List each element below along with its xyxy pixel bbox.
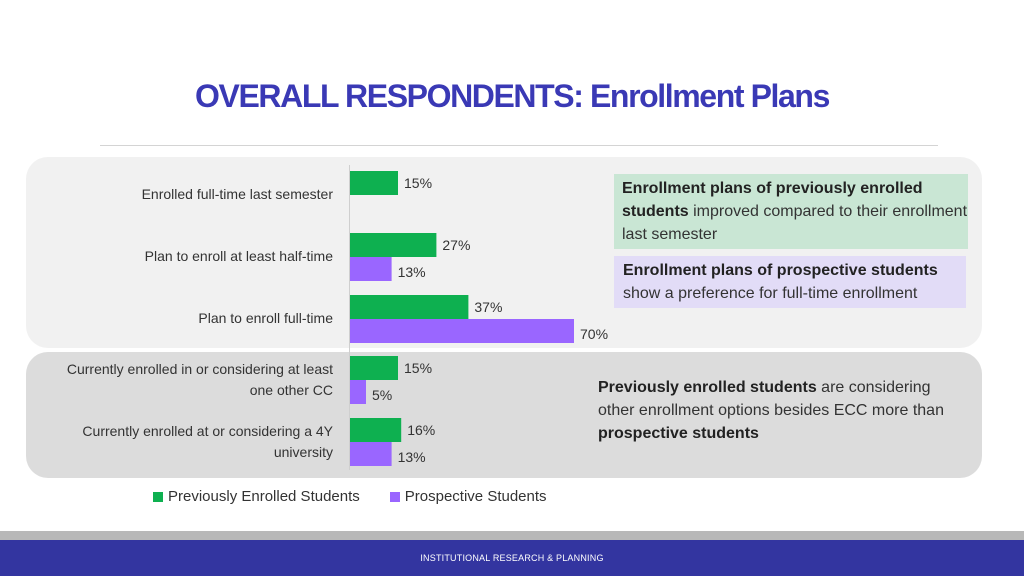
footer-bar: INSTITUTIONAL RESEARCH & PLANNING (0, 540, 1024, 576)
category-label-enrolled-full-time-last-semester: Enrolled full-time last semester (13, 184, 333, 205)
category-label-other-cc: Currently enrolled in or considering at … (13, 359, 333, 401)
legend-swatch-green (153, 491, 163, 502)
chart-legend: Previously Enrolled Students Prospective… (153, 488, 577, 505)
category-axis-line (349, 165, 350, 470)
category-label-line: Plan to enroll full-time (198, 310, 333, 326)
callout-text: are considering other enrollment options… (598, 379, 944, 419)
bar-previously-enrolled-1 (350, 233, 437, 257)
callout-text: improved compared to their enrollment la… (622, 203, 968, 243)
data-label-prospective-4: 13% (398, 449, 426, 465)
bar-previously-enrolled-0 (350, 171, 398, 195)
legend-swatch-purple (389, 491, 400, 502)
category-label-line: Plan to enroll at least half-time (144, 248, 333, 264)
category-label-plan-full-time: Plan to enroll full-time (13, 308, 333, 329)
data-label-previously-enrolled-4: 16% (407, 422, 435, 438)
title-divider (100, 145, 938, 146)
category-label-plan-half-time: Plan to enroll at least half-time (13, 246, 333, 267)
callout-prospective: Enrollment plans of prospective students… (614, 256, 966, 308)
data-label-previously-enrolled-1: 27% (442, 237, 470, 253)
callout-previously-enrolled: Enrollment plans of previously enrolled … (614, 174, 968, 249)
bar-prospective-1 (350, 257, 392, 281)
legend-item-prospective: Prospective Students (389, 488, 547, 505)
bar-prospective-3 (350, 380, 366, 404)
category-label-4y-university: Currently enrolled at or considering a 4… (13, 421, 333, 463)
data-label-previously-enrolled-2: 37% (474, 299, 502, 315)
callout-other-options: Previously enrolled students are conside… (598, 376, 970, 445)
category-label-line: one other CC (249, 382, 333, 398)
bar-previously-enrolled-2 (350, 295, 469, 319)
page-title: OVERALL RESPONDENTS: Enrollment Plans (195, 78, 830, 114)
footer-stripe (0, 531, 1024, 540)
category-label-line: Enrolled full-time last semester (141, 186, 333, 202)
data-label-prospective-3: 5% (372, 387, 392, 403)
callout-bold-text: Enrollment plans of previously enrolled … (622, 180, 923, 220)
category-label-line: Currently enrolled at or considering a 4… (82, 423, 333, 439)
callout-bold-text: Enrollment plans of prospective students (623, 262, 938, 279)
legend-label: Previously Enrolled Students (168, 488, 360, 505)
other-options-panel (26, 352, 982, 478)
legend-item-previously-enrolled: Previously Enrolled Students (153, 488, 360, 505)
bar-previously-enrolled-4 (350, 418, 402, 442)
data-label-previously-enrolled-3: 15% (404, 360, 432, 376)
data-label-previously-enrolled-0: 15% (404, 175, 432, 191)
category-label-line: Currently enrolled in or considering at … (66, 361, 333, 377)
callout-bold-text: Previously enrolled students (598, 379, 817, 396)
data-label-prospective-1: 13% (398, 264, 426, 280)
bar-prospective-2 (350, 319, 574, 343)
callout-text: show a preference for full-time enrollme… (623, 285, 918, 302)
legend-label: Prospective Students (404, 488, 547, 505)
category-label-line: university (273, 444, 333, 460)
bar-prospective-4 (350, 442, 392, 466)
data-label-prospective-2: 70% (580, 326, 608, 342)
callout-bold-text: prospective students (598, 425, 759, 442)
bar-previously-enrolled-3 (350, 356, 398, 380)
